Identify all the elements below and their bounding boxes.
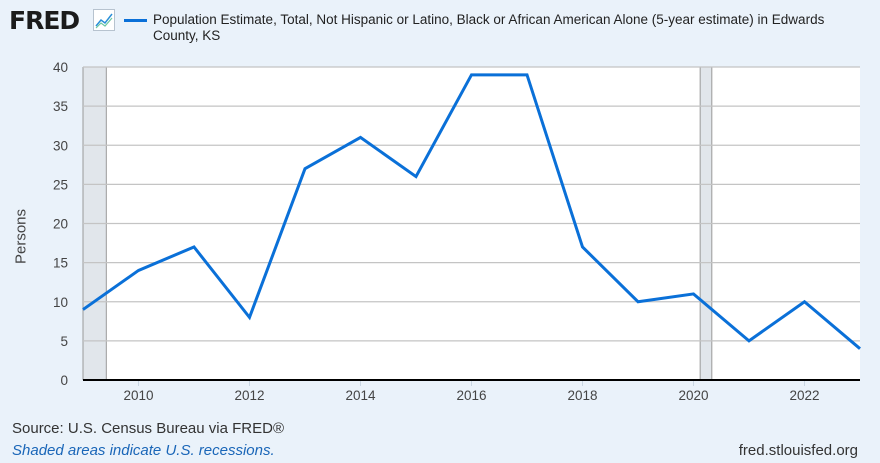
fred-logo[interactable]: FRED <box>9 6 80 35</box>
x-tick-label: 2016 <box>456 388 486 403</box>
source-text: Source: U.S. Census Bureau via FRED® <box>12 420 284 437</box>
legend-swatch <box>124 19 147 22</box>
chart-title: Population Estimate, Total, Not Hispanic… <box>153 12 825 43</box>
x-tick-label: 2014 <box>345 388 376 403</box>
x-tick-label: 2012 <box>234 388 264 403</box>
y-tick-label: 20 <box>53 217 68 232</box>
x-tick-label: 2018 <box>567 388 597 403</box>
recession-note: Shaded areas indicate U.S. recessions. <box>12 442 275 459</box>
y-tick-label: 25 <box>53 177 68 192</box>
y-tick-label: 5 <box>60 334 68 349</box>
y-tick-label: 35 <box>53 99 68 114</box>
y-tick-label: 10 <box>53 295 68 310</box>
y-tick-label: 30 <box>53 138 68 153</box>
x-tick-label: 2010 <box>123 388 153 403</box>
line-chart-icon <box>93 9 115 31</box>
fred-url[interactable]: fred.stlouisfed.org <box>738 442 858 459</box>
x-tick-label: 2022 <box>789 388 819 403</box>
y-tick-label: 0 <box>60 373 68 388</box>
x-tick-label: 2020 <box>678 388 708 403</box>
y-tick-label: 15 <box>53 256 68 271</box>
y-tick-label: 40 <box>53 60 68 75</box>
